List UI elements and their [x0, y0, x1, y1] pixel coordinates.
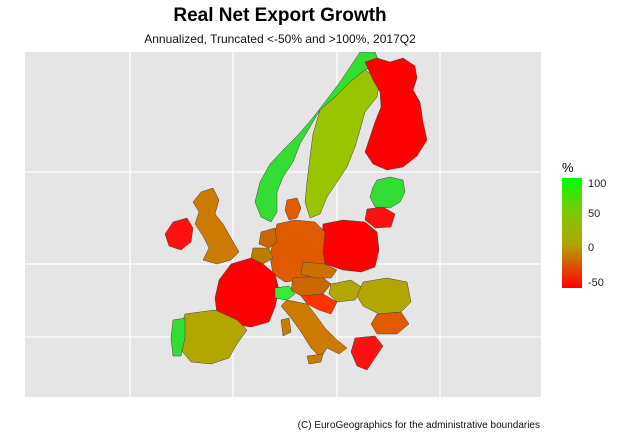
legend-colorbar [562, 178, 582, 288]
legend-tick-50: 50 [588, 208, 601, 220]
map-title: Real Net Export Growth [173, 5, 387, 26]
country-austria [290, 275, 332, 297]
country-uk [192, 187, 240, 265]
country-finland [364, 57, 428, 171]
map-subtitle: Annualized, Truncated <-50% and >100%, 2… [144, 32, 416, 46]
country-bulgaria [370, 311, 410, 335]
country-estonia-latvia [369, 176, 406, 209]
copyright-caption: (C) EuroGeographics for the administrati… [297, 420, 540, 431]
legend: % 100 50 0 -50 [560, 160, 620, 300]
country-portugal [170, 317, 186, 357]
country-belgium [250, 247, 274, 265]
country-sweden [304, 69, 381, 219]
country-switzerland [274, 285, 296, 301]
legend-tick-100: 100 [588, 178, 607, 190]
country-romania [356, 277, 412, 315]
legend-tick-0: 0 [588, 242, 595, 254]
country-poland [320, 219, 380, 273]
legend-tick-minus50: -50 [588, 277, 604, 289]
country-lithuania [364, 206, 396, 229]
europe-map [25, 52, 541, 397]
country-france [214, 257, 280, 328]
country-denmark [284, 197, 302, 221]
map-panel [25, 52, 541, 397]
country-ireland [164, 217, 194, 251]
country-greece [350, 335, 384, 371]
country-italy [280, 299, 348, 359]
country-czech [300, 261, 338, 279]
country-netherlands [258, 227, 278, 249]
country-sardinia [280, 317, 292, 337]
country-hungary [328, 279, 364, 303]
country-sicily [306, 353, 324, 365]
legend-title: % [562, 160, 574, 175]
